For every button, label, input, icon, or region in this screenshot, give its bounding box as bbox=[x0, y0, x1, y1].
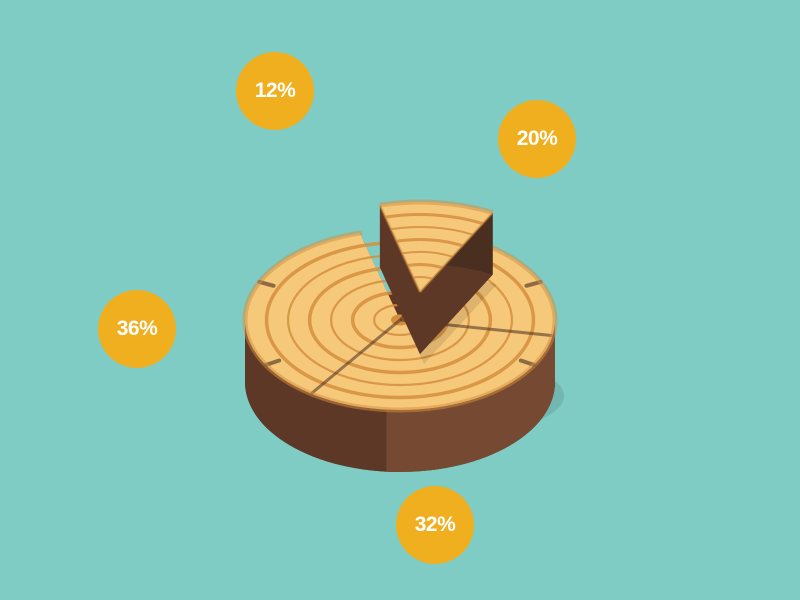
badge-label: 12% bbox=[255, 79, 296, 103]
badge-20: 20% bbox=[498, 100, 576, 178]
infographic-stage: 12% 20% 36% 32% bbox=[0, 0, 800, 600]
badge-12: 12% bbox=[236, 52, 314, 130]
badge-label: 36% bbox=[117, 317, 158, 341]
badge-label: 20% bbox=[517, 127, 558, 151]
badge-label: 32% bbox=[415, 513, 456, 537]
badge-32: 32% bbox=[396, 486, 474, 564]
badge-36: 36% bbox=[98, 290, 176, 368]
